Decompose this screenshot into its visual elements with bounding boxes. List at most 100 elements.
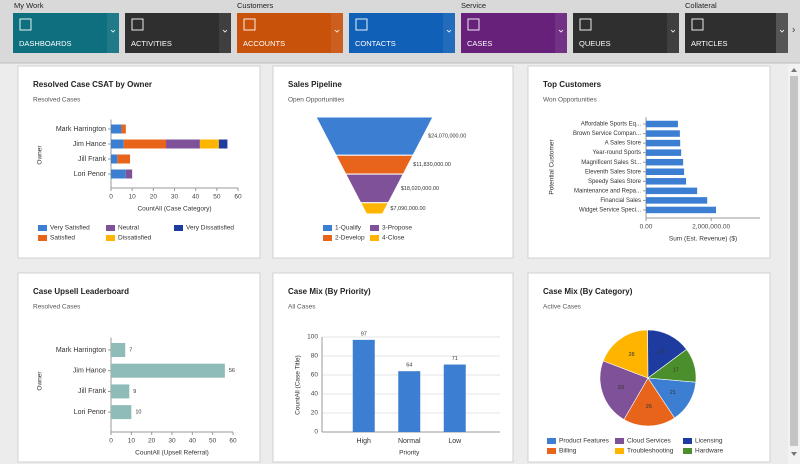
chart-subtitle: Won Opportunities bbox=[543, 97, 597, 104]
data-label: 26 bbox=[646, 404, 652, 410]
bar-segment bbox=[166, 139, 200, 149]
y-axis-label: Potential Customer bbox=[549, 139, 556, 195]
category-label: Eleventh Sales Store bbox=[585, 169, 642, 175]
category-label: Jim Hance bbox=[73, 368, 106, 375]
y-tick-label: 20 bbox=[311, 410, 319, 417]
nav-tile-label[interactable]: QUEUES bbox=[579, 39, 611, 48]
legend-label: Hardware bbox=[695, 448, 724, 455]
chart-title: Sales Pipeline bbox=[288, 80, 342, 89]
scrollbar-thumb[interactable] bbox=[790, 76, 798, 446]
bar-segment bbox=[117, 154, 131, 164]
category-label: Affordable Sports Eq... bbox=[581, 122, 642, 128]
nav-tile-chevron-area[interactable] bbox=[555, 13, 567, 53]
nav-icon bbox=[131, 18, 144, 31]
category-label: Mark Harrington bbox=[56, 126, 106, 133]
nav-tile-label[interactable]: DASHBOARDS bbox=[19, 39, 72, 48]
nav-tile-chevron-area[interactable] bbox=[443, 13, 455, 53]
category-label: Widget Service Speci... bbox=[579, 208, 641, 214]
legend-swatch bbox=[323, 235, 332, 241]
x-tick-label: 0 bbox=[109, 438, 113, 445]
nav-tile-label[interactable]: ACTIVITIES bbox=[131, 39, 172, 48]
bar bbox=[443, 364, 466, 432]
x-axis-label: Priority bbox=[399, 450, 420, 457]
nav-chevron[interactable] bbox=[222, 29, 228, 33]
nav-tile-chevron-area[interactable] bbox=[331, 13, 343, 53]
nav-chevron[interactable] bbox=[670, 29, 676, 33]
nav-chevron[interactable] bbox=[334, 29, 340, 33]
legend-swatch bbox=[174, 225, 183, 231]
category-label: Jill Frank bbox=[78, 156, 107, 163]
x-tick-label: 40 bbox=[192, 194, 200, 201]
legend-swatch bbox=[106, 235, 115, 241]
nav-tile-label[interactable]: CASES bbox=[467, 39, 492, 48]
legend-label: 1-Qualify bbox=[335, 225, 362, 232]
data-label: 64 bbox=[406, 363, 412, 369]
legend-label: Troubleshooting bbox=[627, 448, 674, 455]
x-tick-label: Low bbox=[448, 438, 462, 445]
data-label: $7,090,000.00 bbox=[390, 206, 425, 212]
bar-segment bbox=[111, 124, 122, 134]
nav-chevron[interactable] bbox=[110, 29, 116, 33]
scroll-up[interactable] bbox=[791, 68, 797, 72]
bar bbox=[646, 158, 684, 166]
nav-group: Collateral bbox=[685, 1, 717, 10]
legend-swatch bbox=[323, 225, 332, 231]
legend-label: Satisfied bbox=[50, 235, 75, 242]
nav-icon bbox=[243, 18, 256, 31]
x-tick-label: 0.00 bbox=[640, 224, 653, 231]
nav-chevron[interactable] bbox=[558, 29, 564, 33]
data-label: 97 bbox=[361, 331, 367, 337]
nav-tile[interactable] bbox=[685, 13, 788, 53]
category-label: Lori Penor bbox=[74, 409, 107, 416]
data-label: $18,020,000.00 bbox=[401, 186, 439, 192]
x-tick-label: Normal bbox=[398, 438, 421, 445]
bar bbox=[111, 405, 132, 420]
data-label: 71 bbox=[452, 356, 458, 362]
nav-tile-label[interactable]: ACCOUNTS bbox=[243, 39, 285, 48]
bar-segment bbox=[111, 169, 126, 179]
nav-chevron[interactable] bbox=[446, 29, 452, 33]
bar-segment bbox=[199, 139, 219, 149]
legend-label: Licensing bbox=[695, 438, 723, 445]
data-label: $11,830,000.00 bbox=[413, 162, 451, 168]
chart-subtitle: All Cases bbox=[288, 304, 316, 311]
scroll-down[interactable] bbox=[791, 452, 797, 456]
nav-tile-chevron-area[interactable] bbox=[107, 13, 119, 53]
nav-scroll-arrow[interactable]: › bbox=[792, 25, 795, 36]
chart-subtitle: Resolved Cases bbox=[33, 304, 81, 311]
data-label: 56 bbox=[229, 368, 235, 374]
legend-label: Product Features bbox=[559, 438, 610, 445]
legend-swatch bbox=[38, 235, 47, 241]
category-label: Maintenance and Repa... bbox=[574, 188, 641, 194]
chart-subtitle: Open Opportunities bbox=[288, 97, 345, 104]
bar-segment bbox=[121, 124, 126, 134]
chart-title: Resolved Case CSAT by Owner bbox=[33, 80, 152, 89]
x-tick-label: 10 bbox=[129, 194, 137, 201]
bar-segment bbox=[123, 139, 167, 149]
nav-tile-label[interactable]: ARTICLES bbox=[691, 39, 728, 48]
x-axis-label: Sum (Est. Revenue) ($) bbox=[669, 236, 737, 243]
data-label: 9 bbox=[133, 389, 136, 395]
nav-tile-label[interactable]: CONTACTS bbox=[355, 39, 396, 48]
nav-group: Customers bbox=[237, 1, 274, 10]
legend-label: Cloud Services bbox=[627, 438, 671, 445]
nav-tile-chevron-area[interactable] bbox=[219, 13, 231, 53]
bar bbox=[646, 206, 717, 214]
bar-segment bbox=[218, 139, 228, 149]
legend-swatch bbox=[547, 438, 556, 444]
nav-tile-chevron-area[interactable] bbox=[667, 13, 679, 53]
bar bbox=[646, 130, 680, 137]
legend-label: 2-Develop bbox=[335, 235, 365, 242]
y-axis-label: Owner bbox=[37, 145, 44, 165]
category-label: Mark Harrington bbox=[56, 347, 106, 354]
chart-title: Case Upsell Leaderboard bbox=[33, 287, 129, 296]
category-label: Speedy Sales Store bbox=[588, 179, 642, 185]
nav-tile-chevron-area[interactable] bbox=[776, 13, 788, 53]
category-label: Brown Service Compan... bbox=[573, 131, 641, 137]
panel bbox=[272, 272, 514, 463]
category-label: A Sales Store bbox=[605, 141, 642, 147]
panel bbox=[17, 65, 261, 259]
funnel-segment bbox=[359, 202, 390, 215]
nav-chevron[interactable] bbox=[779, 29, 785, 33]
